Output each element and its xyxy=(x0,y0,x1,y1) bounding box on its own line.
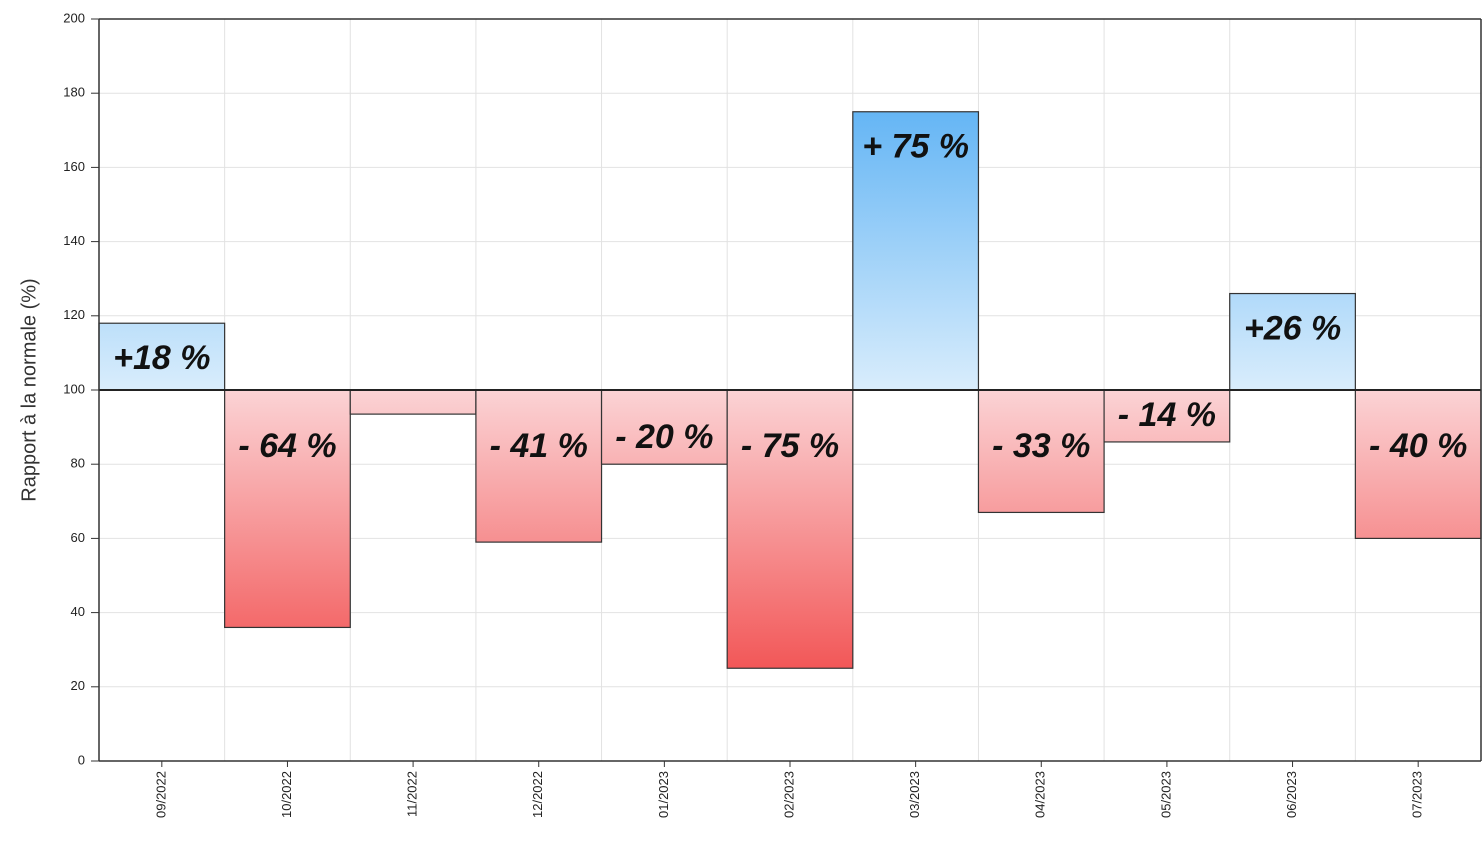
bar-annotation: - 33 % xyxy=(992,427,1090,465)
y-tick-label: 100 xyxy=(63,381,85,396)
y-tick-label: 60 xyxy=(71,530,85,545)
bar-annotation: - 20 % xyxy=(615,418,713,456)
y-tick-label: 0 xyxy=(78,752,85,767)
y-tick-label: 40 xyxy=(71,604,85,619)
bar-annotation: +18 % xyxy=(113,339,210,377)
y-tick-label: 80 xyxy=(71,456,85,471)
bar xyxy=(600,389,728,465)
x-tick-label: 09/2022 xyxy=(153,771,168,818)
overlay: 0 20 40 60 80 100 120 140 160 180 200 09/2022 +18 % 1… xyxy=(63,10,1482,818)
bar xyxy=(1229,292,1356,391)
bar-annotation: - 75 % xyxy=(741,427,839,465)
x-tick-label: 03/2023 xyxy=(907,771,922,818)
y-tick-label: 180 xyxy=(63,85,85,100)
bar xyxy=(726,389,854,669)
x-tick-label: 04/2023 xyxy=(1033,771,1048,818)
bar-annotation: - 14 % xyxy=(1118,396,1216,434)
x-tick-label: 12/2022 xyxy=(530,771,545,818)
bar-annotation: +26 % xyxy=(1244,310,1341,348)
x-tick-label: 01/2023 xyxy=(656,771,671,818)
bar-annotation: - 64 % xyxy=(238,427,336,465)
bar-annotation: - 40 % xyxy=(1369,427,1467,465)
y-axis-title: Rapport à la normale (%) xyxy=(18,278,40,501)
bar xyxy=(1103,389,1231,443)
y-tick-label: 140 xyxy=(63,233,85,248)
bar xyxy=(475,389,603,543)
bar-annotation: + 75 % xyxy=(862,128,969,166)
x-tick-label: 07/2023 xyxy=(1410,771,1425,818)
bars xyxy=(98,111,1482,669)
y-tick-label: 20 xyxy=(71,678,85,693)
bar-annotation: - 41 % xyxy=(490,427,588,465)
bar xyxy=(224,389,351,629)
x-tick-label: 10/2022 xyxy=(279,771,294,818)
bar xyxy=(349,389,477,415)
x-tick-label: 11/2022 xyxy=(405,771,420,817)
y-tick-label: 120 xyxy=(63,307,85,322)
y-tick-label: 160 xyxy=(63,159,85,174)
x-tick-label: 05/2023 xyxy=(1158,771,1173,818)
x-tick-label: 06/2023 xyxy=(1284,771,1299,818)
y-tick-label: 200 xyxy=(63,10,85,25)
bar xyxy=(977,389,1105,514)
x-tick-label: 02/2023 xyxy=(781,771,796,818)
bar xyxy=(852,111,980,391)
